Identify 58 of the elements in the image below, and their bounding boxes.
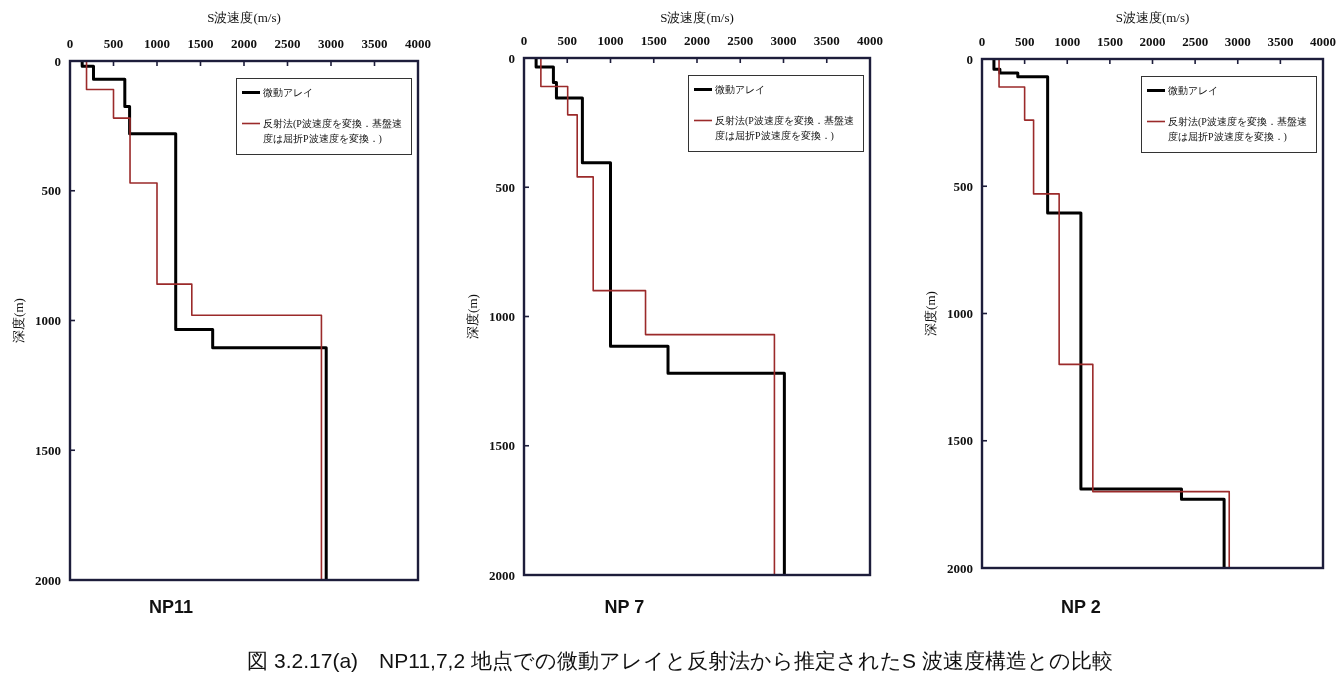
- legend-label: 反射法(P波速度を変換．基盤速度は屈折P波速度を変換．): [263, 117, 403, 146]
- x-axis-title: S波速度(m/s): [207, 10, 281, 25]
- x-tick-label: 1000: [1054, 34, 1081, 49]
- x-tick-label: 1500: [187, 36, 214, 51]
- y-tick-label: 1000: [489, 309, 515, 324]
- y-tick-label: 0: [508, 50, 515, 66]
- y-tick-label: 500: [495, 179, 515, 195]
- y-tick-label: 1000: [947, 306, 973, 321]
- y-tick-label: 2000: [947, 560, 973, 576]
- x-tick-label: 3500: [361, 36, 388, 51]
- x-tick-label: 0: [978, 34, 986, 49]
- y-tick-label: 1500: [35, 442, 61, 458]
- y-tick-label: 0: [54, 53, 61, 69]
- y-tick-label: 500: [953, 178, 973, 194]
- x-tick-label: 4000: [1310, 34, 1336, 49]
- x-tick-label: 500: [1014, 34, 1035, 49]
- x-tick-label: 2000: [684, 33, 710, 48]
- legend-label: 微動アレイ: [1168, 84, 1218, 98]
- y-tick-label: 1500: [947, 433, 973, 449]
- x-tick-label: 3000: [1224, 34, 1251, 49]
- caption: 図 3.2.17(a) NP11,7,2 地点での微動アレイと反射法から推定されたS 波速度構造との比較: [247, 649, 1113, 672]
- y-axis-title: 深度(m): [923, 291, 938, 336]
- y-tick-label: 1500: [489, 438, 515, 454]
- x-tick-label: 0: [520, 33, 528, 48]
- x-tick-label: 4000: [405, 36, 431, 51]
- y-tick-label: 2000: [35, 572, 61, 588]
- text: NP 2: [1061, 597, 1101, 617]
- x-axis-title: S波速度(m/s): [1115, 10, 1190, 25]
- legend-label: 反射法(P波速度を変換．基盤速度は屈折P波速度を変換．): [1168, 115, 1308, 144]
- text: NP 7: [604, 597, 645, 617]
- y-axis-title: 深度(m): [465, 294, 480, 339]
- x-tick-label: 2000: [231, 36, 257, 51]
- x-tick-label: 1500: [640, 33, 667, 48]
- legend-label: 微動アレイ: [715, 83, 765, 97]
- x-tick-label: 2500: [274, 36, 301, 51]
- y-tick-label: 500: [41, 183, 61, 199]
- x-tick-label: 1500: [1096, 34, 1123, 49]
- x-tick-label: 3000: [318, 36, 344, 51]
- legend-label: 微動アレイ: [263, 86, 313, 100]
- x-tick-label: 2500: [1182, 34, 1209, 49]
- x-tick-label: 3500: [1267, 34, 1294, 49]
- y-axis-title: 深度(m): [11, 298, 26, 343]
- y-tick-label: 1000: [35, 313, 61, 328]
- y-tick-label: 2000: [489, 567, 515, 583]
- x-tick-label: 500: [557, 33, 577, 48]
- y-tick-label: 0: [966, 51, 973, 67]
- x-axis-title: S波速度(m/s): [660, 10, 734, 25]
- x-tick-label: 500: [103, 36, 124, 51]
- x-tick-label: 4000: [857, 33, 883, 48]
- text: NP11: [148, 597, 193, 617]
- legend-label: 反射法(P波速度を変換．基盤速度は屈折P波速度を変換．): [715, 114, 855, 143]
- x-tick-label: 1000: [597, 33, 624, 48]
- x-tick-label: 0: [66, 36, 74, 51]
- x-tick-label: 3500: [813, 33, 840, 48]
- x-tick-label: 2000: [1139, 34, 1166, 49]
- x-tick-label: 1000: [144, 36, 170, 51]
- x-tick-label: 3000: [770, 33, 797, 48]
- x-tick-label: 2500: [727, 33, 754, 48]
